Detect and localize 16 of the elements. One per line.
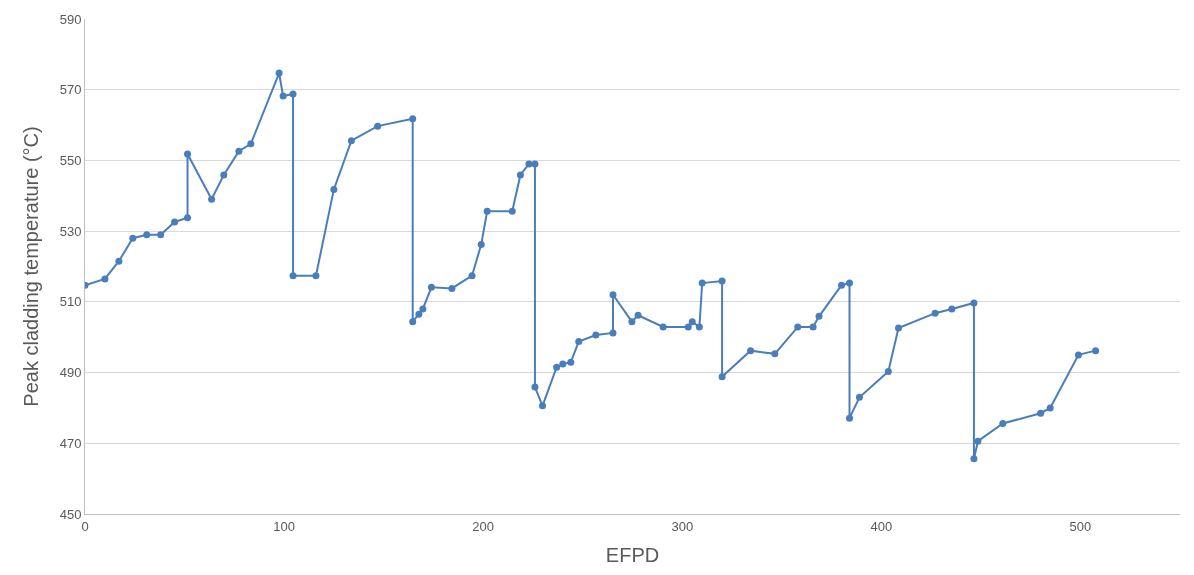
x-tick-label: 0 [81, 518, 89, 534]
y-tick-label: 570 [59, 82, 82, 98]
y-axis-title: Peak cladding temperature (°C) [20, 126, 43, 407]
y-tick-label: 450 [59, 506, 82, 522]
x-axis-title: EFPD [605, 544, 660, 567]
x-tick-label: 100 [273, 518, 295, 534]
y-tick-label: 490 [59, 365, 82, 381]
y-tick-label: 550 [59, 152, 82, 168]
x-tick-label: 300 [671, 518, 694, 534]
y-tick-label: 510 [59, 294, 82, 310]
y-tick-label: 530 [59, 223, 82, 239]
y-tick-label: 470 [59, 435, 82, 451]
x-tick-label: 400 [870, 518, 893, 534]
y-tick-label: 590 [59, 11, 82, 27]
x-tick-label: 500 [1069, 518, 1092, 534]
x-tick-label: 200 [472, 518, 495, 534]
